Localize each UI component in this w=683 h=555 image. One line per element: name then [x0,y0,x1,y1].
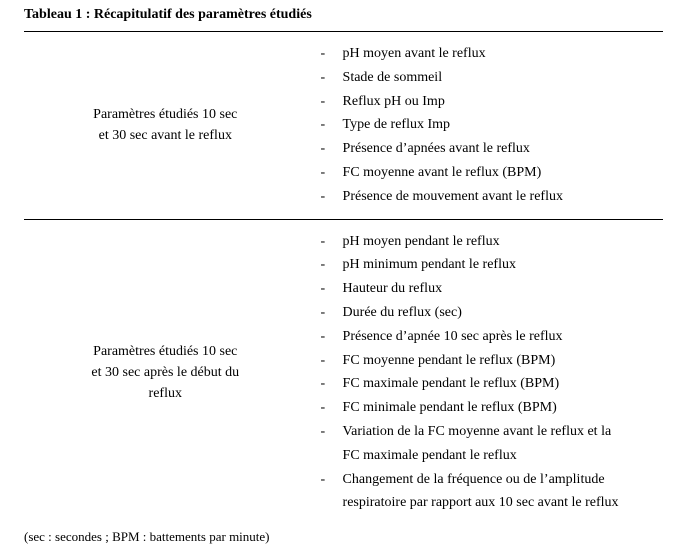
list-item: Présence d’apnées avant le reflux [321,137,657,161]
list-item: Changement de la fréquence ou de l’ampli… [321,468,657,492]
list-item: FC moyenne avant le reflux (BPM) [321,161,657,185]
footnote: (sec : secondes ; BPM : battements par m… [24,527,663,547]
list-item: respiratoire par rapport aux 10 sec avan… [321,491,657,515]
row-left-line: et 30 sec avant le reflux [30,125,301,146]
table-row: Paramètres étudiés 10 sec et 30 sec avan… [24,32,663,220]
row-left: Paramètres étudiés 10 sec et 30 sec avan… [24,32,307,220]
dash-list: pH moyen pendant le reflux pH minimum pe… [313,230,657,516]
row-right: pH moyen pendant le reflux pH minimum pe… [307,219,663,525]
list-item: FC moyenne pendant le reflux (BPM) [321,349,657,373]
list-item: pH minimum pendant le reflux [321,253,657,277]
list-item: FC maximale pendant le reflux (BPM) [321,372,657,396]
list-item: FC maximale pendant le reflux [321,444,657,468]
list-item: Reflux pH ou Imp [321,90,657,114]
parameters-table: Paramètres étudiés 10 sec et 30 sec avan… [24,31,663,525]
table-caption: Tableau 1 : Récapitulatif des paramètres… [24,4,663,25]
list-item: pH moyen avant le reflux [321,42,657,66]
table-row: Paramètres étudiés 10 sec et 30 sec aprè… [24,219,663,525]
row-left-line: reflux [30,383,301,404]
page: Tableau 1 : Récapitulatif des paramètres… [0,0,683,555]
list-item: FC minimale pendant le reflux (BPM) [321,396,657,420]
list-item: Présence de mouvement avant le reflux [321,185,657,209]
row-left-line: Paramètres étudiés 10 sec [30,341,301,362]
list-item: Type de reflux Imp [321,113,657,137]
row-left: Paramètres étudiés 10 sec et 30 sec aprè… [24,219,307,525]
list-item: pH moyen pendant le reflux [321,230,657,254]
dash-list: pH moyen avant le reflux Stade de sommei… [313,42,657,209]
row-left-line: Paramètres étudiés 10 sec [30,104,301,125]
list-item: Durée du reflux (sec) [321,301,657,325]
row-left-line: et 30 sec après le début du [30,362,301,383]
list-item: Stade de sommeil [321,66,657,90]
row-right: pH moyen avant le reflux Stade de sommei… [307,32,663,220]
list-item: Hauteur du reflux [321,277,657,301]
list-item: Présence d’apnée 10 sec après le reflux [321,325,657,349]
list-item: Variation de la FC moyenne avant le refl… [321,420,657,444]
